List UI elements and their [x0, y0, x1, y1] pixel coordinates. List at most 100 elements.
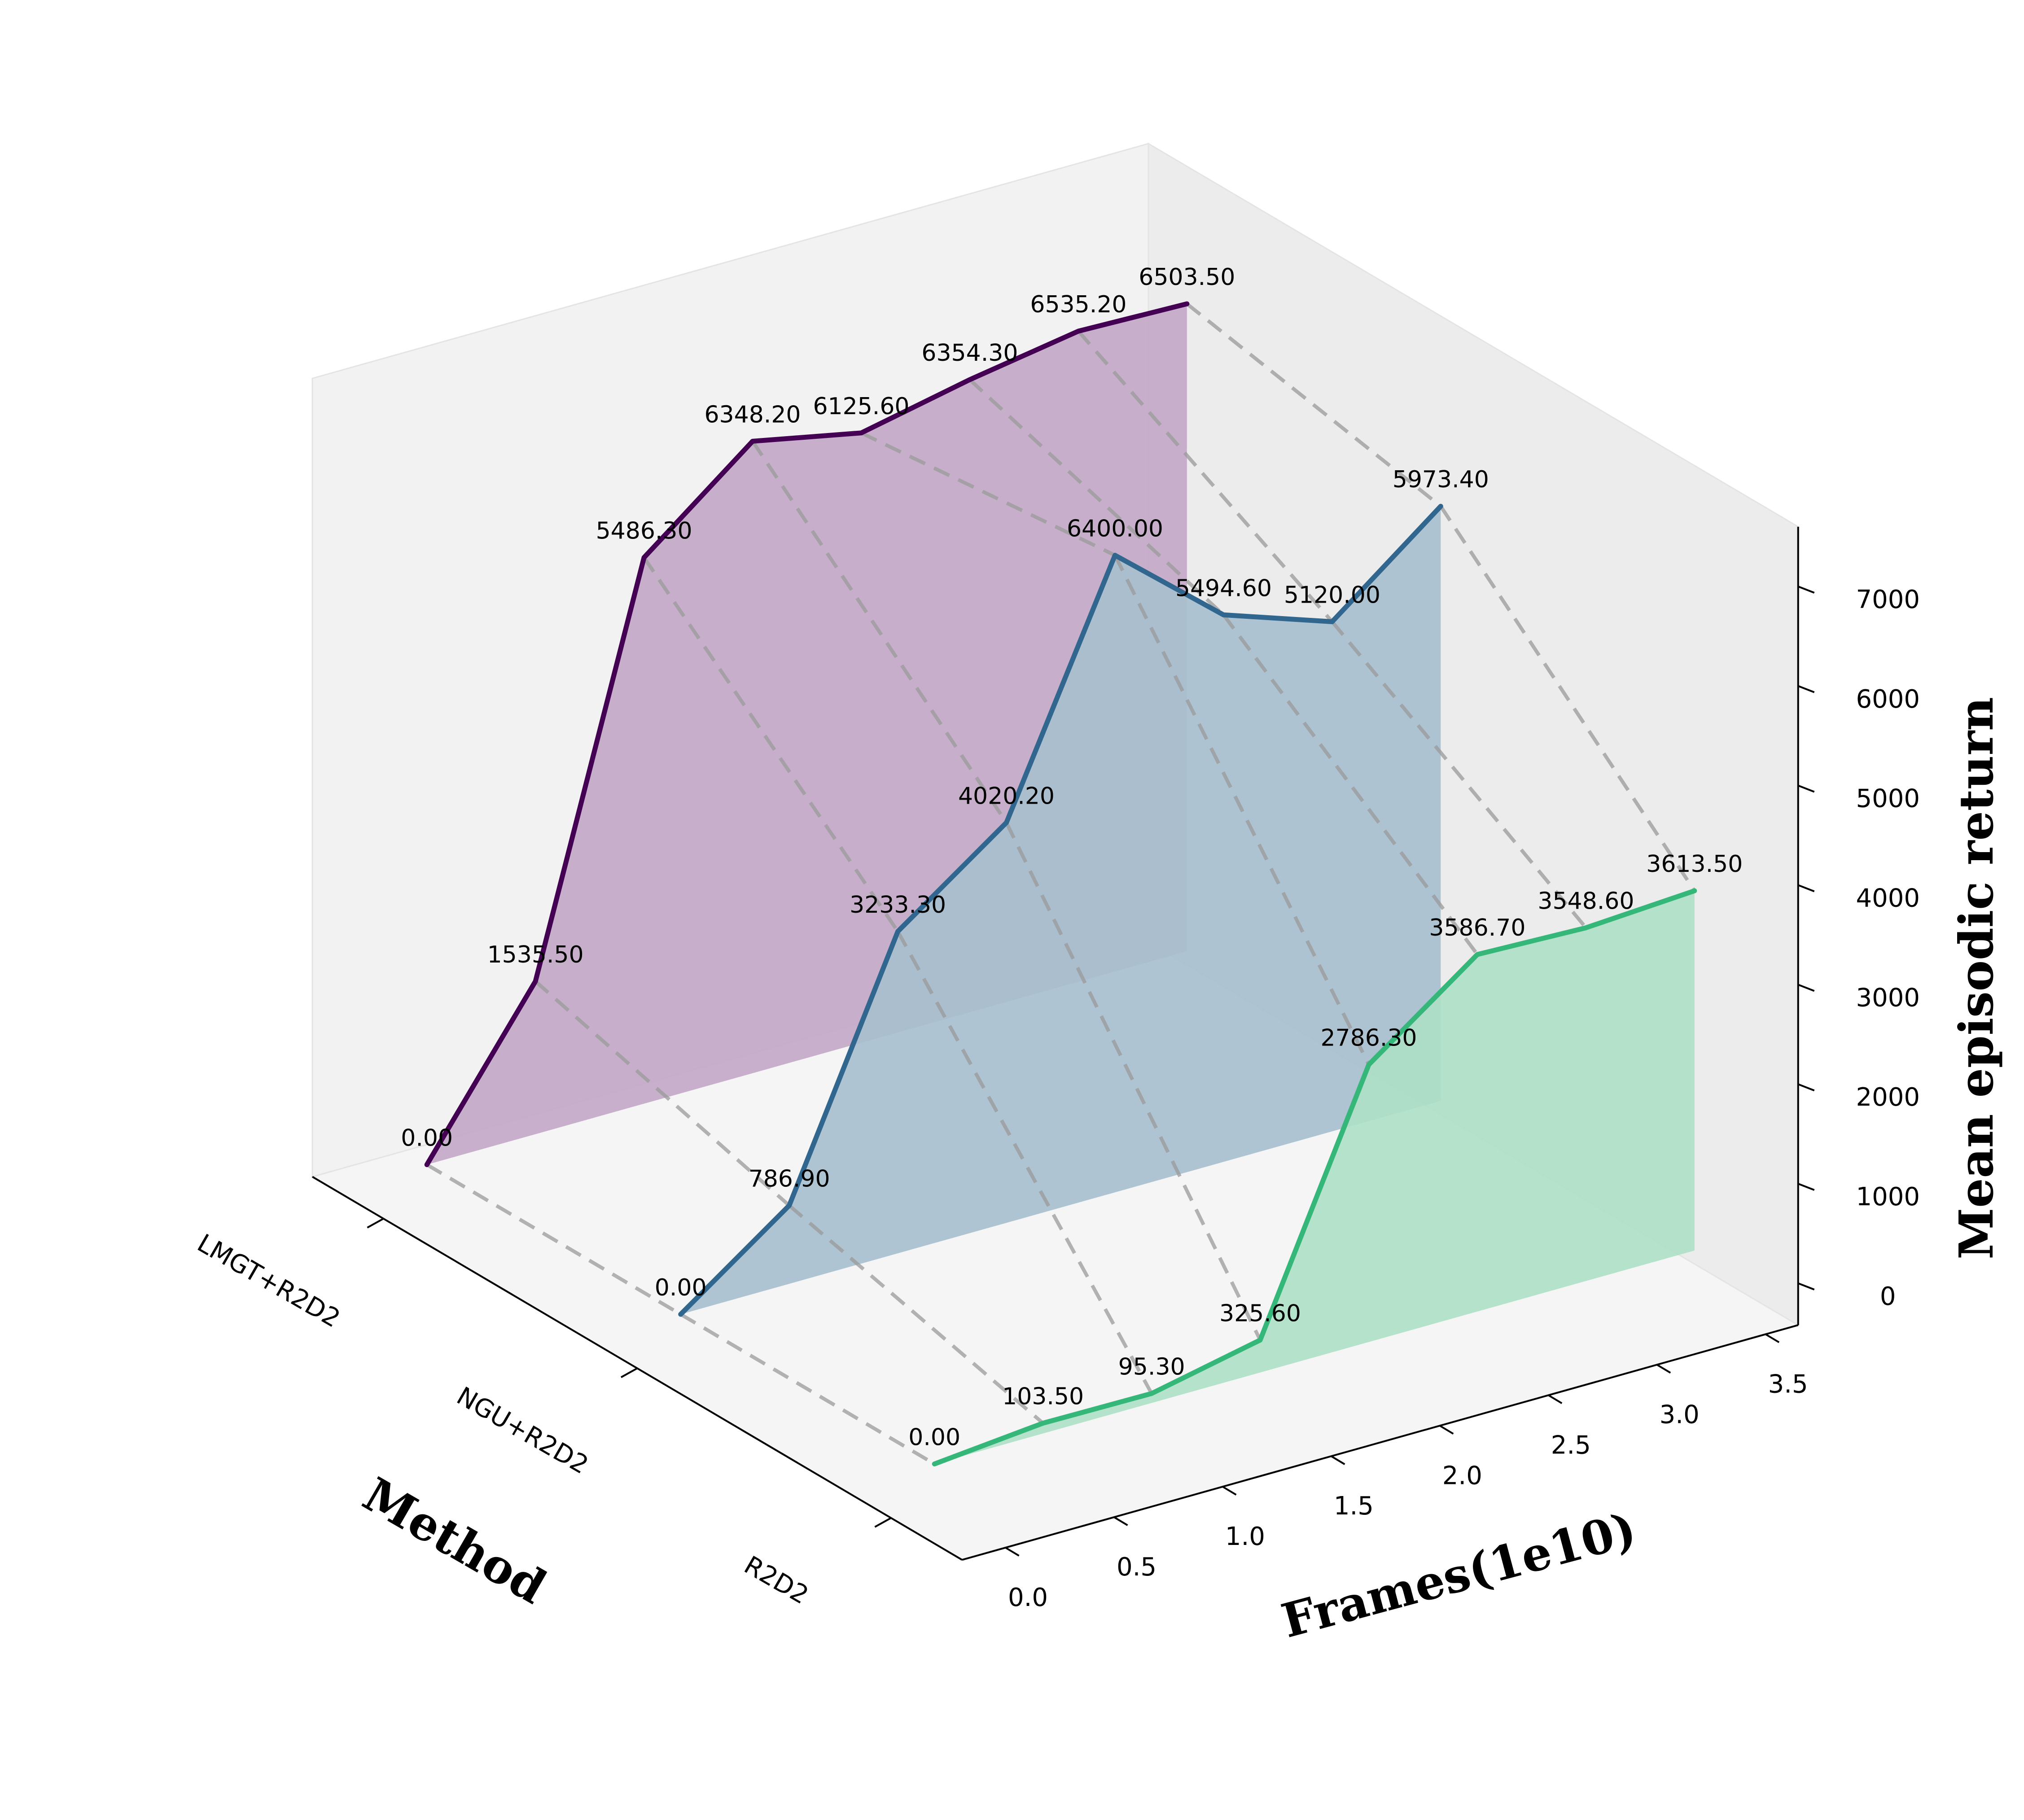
- data-label-1-5: 5494.60: [1175, 575, 1272, 602]
- data-label-0-1: 1535.50: [487, 941, 584, 968]
- series-fill-1: [680, 506, 1441, 1314]
- connector-1-7: [1439, 505, 1696, 892]
- z-tick-4: [1797, 884, 1815, 892]
- data-point-1-5: [1223, 614, 1224, 616]
- x-tick-3: [1331, 1455, 1345, 1465]
- data-label-0-3: 6348.20: [704, 401, 801, 428]
- connector-1-3: [1004, 822, 1262, 1341]
- z-tick-6: [1797, 685, 1815, 693]
- connector-1-0: [679, 1312, 936, 1466]
- connector-1-2: [896, 930, 1153, 1395]
- z-axis-title: Mean episodic return: [1949, 697, 2004, 1260]
- connector-lines: [426, 302, 1696, 1466]
- data-label-2-4: 2786.30: [1320, 1025, 1417, 1052]
- series-line-1: [678, 503, 1443, 1317]
- z-tick-label-0: 0: [1880, 1282, 1896, 1311]
- y-tick-label-1: NGU+R2D2: [452, 1382, 593, 1480]
- data-point-2-5: [1476, 954, 1478, 955]
- connector-1-6: [1331, 620, 1587, 929]
- x-tick-5: [1548, 1394, 1563, 1404]
- data-point-1-1: [789, 1205, 790, 1206]
- data-label-1-1: 786.90: [749, 1166, 830, 1193]
- x-tick-label-4: 2.0: [1442, 1461, 1482, 1490]
- connector-1-5: [1222, 613, 1479, 956]
- connector-0-6: [1077, 330, 1334, 623]
- data-label-2-6: 3548.60: [1538, 888, 1634, 915]
- x-tick-label-7: 3.5: [1768, 1370, 1808, 1399]
- x-tick-1: [1113, 1516, 1128, 1526]
- series-fills: [427, 304, 1695, 1464]
- data-label-0-6: 6535.20: [1030, 291, 1126, 318]
- data-point-1-7: [1440, 506, 1441, 507]
- data-point-2-3: [1260, 1339, 1261, 1341]
- connector-0-4: [860, 431, 1116, 557]
- z-tick-label-7: 7000: [1856, 585, 1920, 614]
- y-tick-label-0: LMGT+R2D2: [193, 1229, 345, 1334]
- z-tick-label-3: 3000: [1856, 983, 1920, 1012]
- x-tick-label-3: 1.5: [1334, 1492, 1374, 1521]
- data-label-2-7: 3613.50: [1646, 851, 1743, 878]
- x-tick-4: [1439, 1425, 1454, 1435]
- y-axis-title: Method: [354, 1466, 556, 1614]
- data-point-2-7: [1694, 890, 1695, 892]
- x-tick-0: [1005, 1547, 1020, 1557]
- x-tick-7: [1765, 1333, 1780, 1343]
- x-tick-label-2: 1.0: [1225, 1522, 1265, 1551]
- data-label-0-4: 6125.60: [813, 393, 909, 420]
- x-tick-label-6: 3.0: [1660, 1400, 1700, 1429]
- series-line-0: [424, 301, 1190, 1167]
- z-tick-label-4: 4000: [1856, 884, 1920, 913]
- x-tick-label-5: 2.5: [1551, 1431, 1591, 1460]
- z-tick-label-1: 1000: [1856, 1182, 1920, 1212]
- connector-0-2: [642, 556, 899, 933]
- connector-1-4: [1113, 554, 1371, 1066]
- data-label-2-3: 325.60: [1219, 1300, 1301, 1327]
- connector-0-0: [426, 1163, 682, 1316]
- data-point-1-4: [1114, 555, 1116, 556]
- z-tick-2: [1797, 1083, 1815, 1092]
- data-point-1-0: [680, 1314, 681, 1315]
- x-tick-6: [1656, 1364, 1671, 1374]
- data-label-2-5: 3586.70: [1429, 914, 1525, 941]
- connector-0-3: [751, 440, 1008, 824]
- connector-0-7: [1186, 302, 1442, 508]
- data-point-2-4: [1368, 1064, 1369, 1065]
- x-axis-title: Frames(1e10): [1276, 1501, 1642, 1649]
- y-tick-label-2: R2D2: [739, 1550, 813, 1610]
- y-tick-2: [874, 1517, 892, 1528]
- data-point-2-0: [934, 1463, 935, 1465]
- data-point-0-5: [969, 379, 970, 381]
- series-fill-2: [934, 891, 1695, 1464]
- data-label-1-4: 6400.00: [1067, 515, 1163, 542]
- data-label-0-7: 6503.50: [1139, 264, 1235, 291]
- data-label-0-0: 0.00: [401, 1125, 453, 1152]
- connector-0-5: [968, 378, 1225, 617]
- series-lines: [424, 301, 1697, 1466]
- data-label-1-0: 0.00: [655, 1274, 707, 1301]
- x-tick-2: [1222, 1486, 1237, 1496]
- data-label-2-1: 103.50: [1002, 1383, 1084, 1410]
- z-tick-0: [1797, 1282, 1815, 1291]
- x-axis-line: [962, 1324, 1799, 1561]
- data-label-1-7: 5973.40: [1393, 466, 1489, 493]
- data-label-2-0: 0.00: [908, 1424, 960, 1451]
- connector-0-1: [534, 980, 791, 1207]
- data-point-1-3: [1006, 822, 1007, 823]
- data-point-0-3: [752, 441, 753, 442]
- x-tick-label-1: 0.5: [1117, 1553, 1157, 1582]
- x-tick-label-0: 0.0: [1008, 1583, 1048, 1612]
- data-point-0-6: [1078, 331, 1079, 332]
- data-label-1-3: 4020.20: [958, 783, 1055, 809]
- z-tick-label-6: 6000: [1856, 685, 1920, 714]
- data-label-1-2: 3233.30: [850, 892, 946, 919]
- data-label-0-5: 6354.30: [921, 340, 1018, 367]
- connector-1-1: [788, 1204, 1044, 1425]
- data-point-0-0: [426, 1164, 428, 1165]
- z-tick-1: [1797, 1183, 1815, 1191]
- z-tick-label-5: 5000: [1856, 784, 1920, 814]
- data-label-1-6: 5120.00: [1284, 582, 1380, 609]
- data-label-0-2: 5486.30: [596, 518, 692, 545]
- data-point-0-1: [535, 980, 536, 982]
- series-line-2: [932, 888, 1697, 1466]
- data-label-2-2: 95.30: [1118, 1354, 1185, 1381]
